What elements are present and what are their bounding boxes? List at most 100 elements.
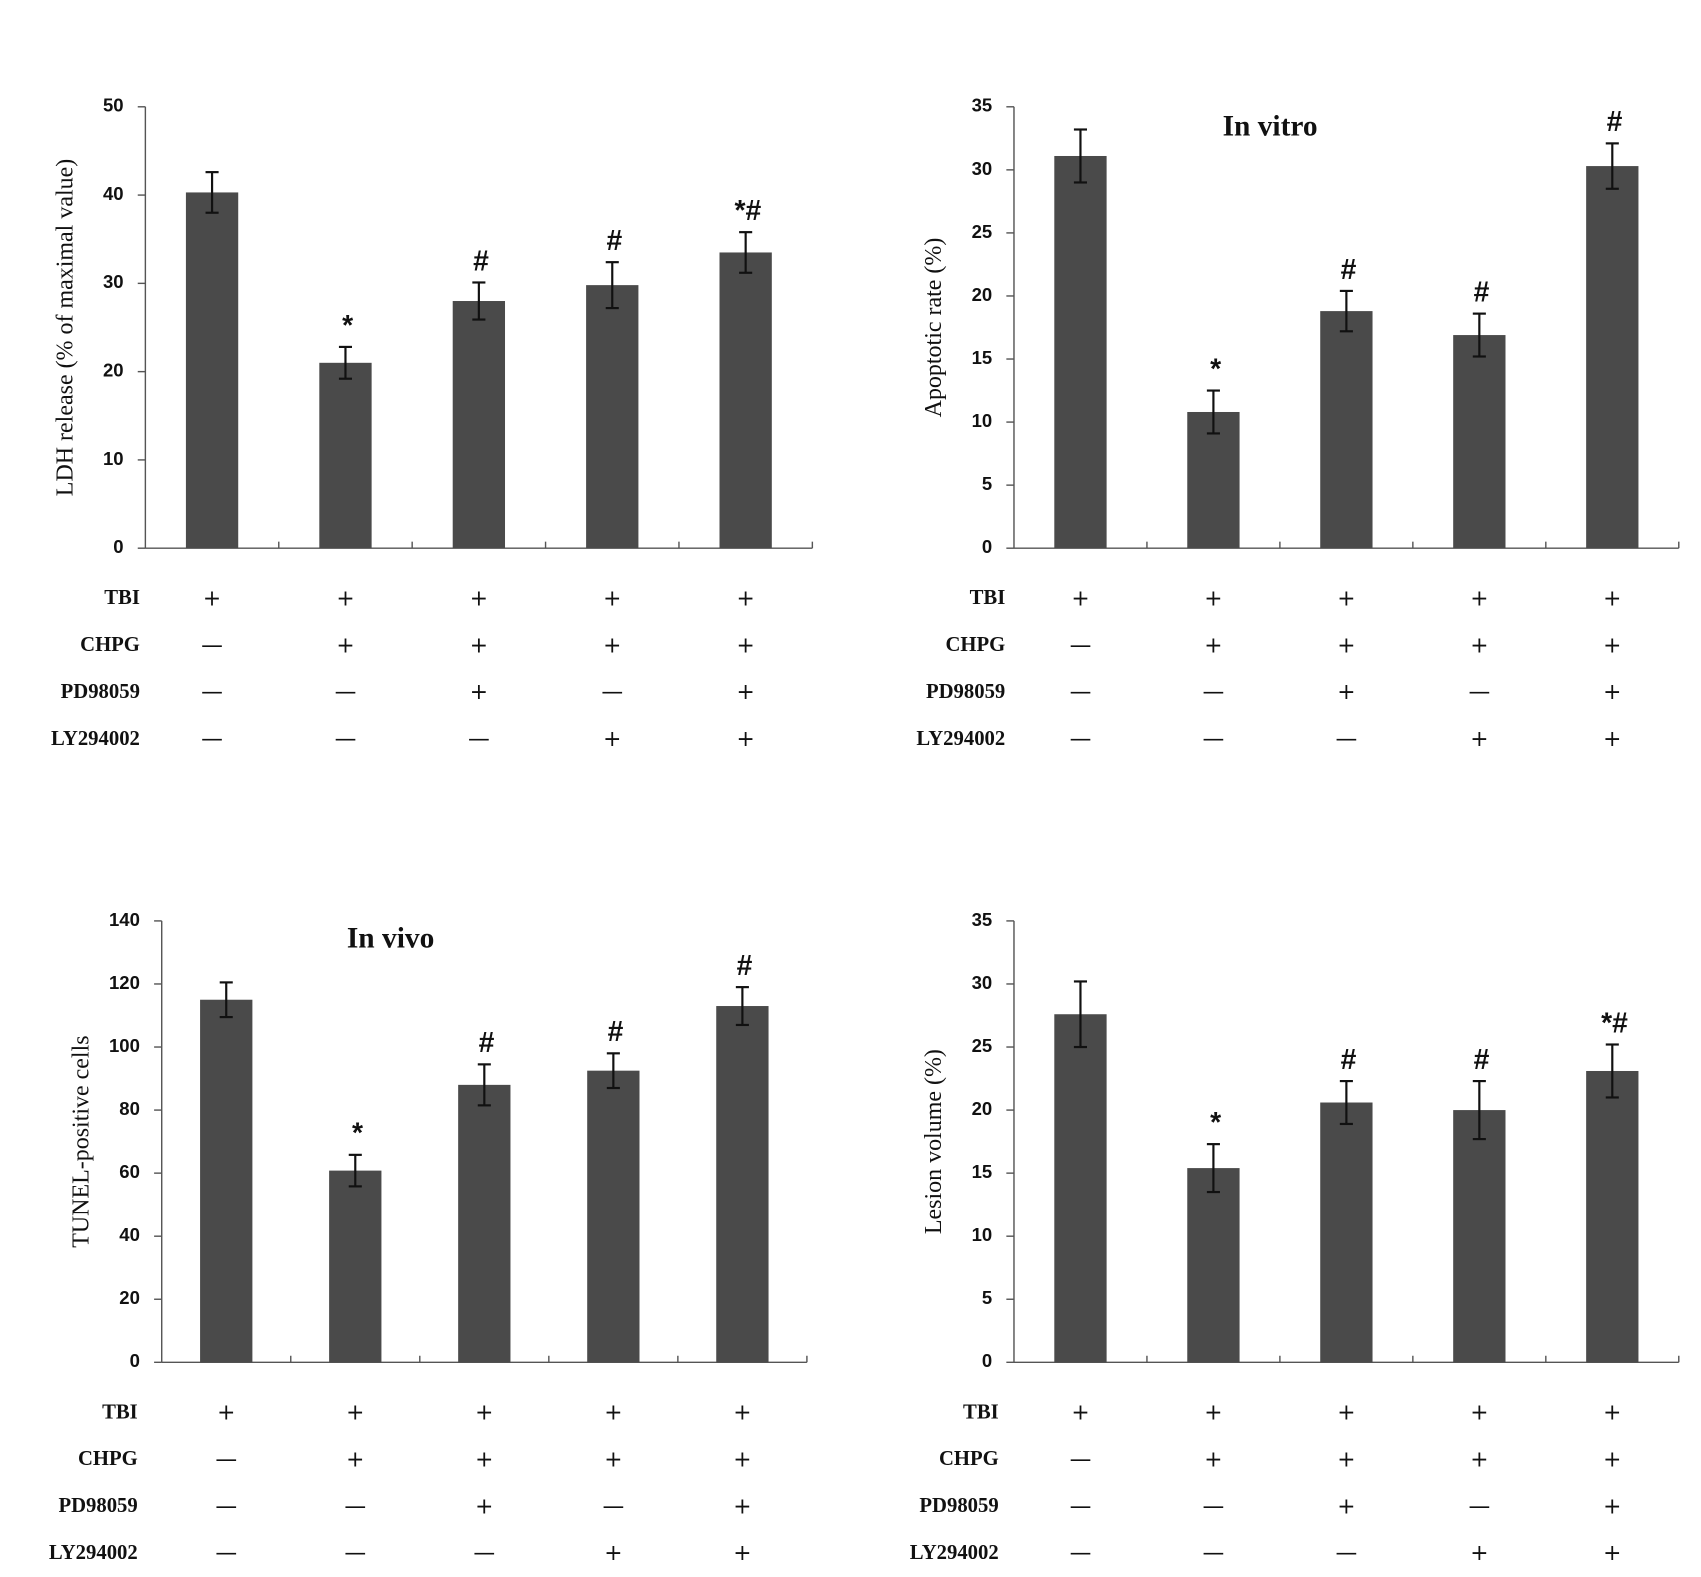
y-tick-label: 5	[982, 1287, 992, 1308]
treatment-sign: —	[468, 727, 490, 752]
bar	[586, 285, 639, 549]
treatment-sign: —	[344, 1541, 366, 1566]
significance-marker: #	[608, 1016, 624, 1048]
treatment-sign: +	[1603, 727, 1621, 752]
treatment-sign: +	[603, 586, 621, 611]
y-tick-label: 140	[109, 909, 140, 930]
treatment-name: CHPG	[945, 634, 1005, 656]
treatment-sign: +	[1470, 633, 1488, 658]
y-tick-label: 30	[972, 972, 993, 993]
y-tick-label: 30	[103, 271, 124, 292]
significance-marker: #	[1341, 254, 1357, 286]
treatment-sign: —	[473, 1541, 495, 1566]
bar	[185, 192, 239, 549]
y-tick-label: 20	[972, 284, 993, 305]
bar	[1586, 1070, 1639, 1363]
treatment-sign: +	[470, 586, 488, 611]
bar	[719, 252, 772, 549]
treatment-name: PD98059	[919, 1495, 998, 1517]
y-tick-label: 5	[982, 473, 992, 494]
significance-marker: #	[1474, 1044, 1490, 1076]
treatment-sign: +	[1337, 586, 1355, 611]
treatment-sign: +	[1603, 1541, 1621, 1566]
treatment-sign: —	[335, 680, 357, 705]
treatment-sign: —	[1070, 633, 1092, 658]
treatment-sign: +	[733, 1401, 751, 1426]
treatment-sign: —	[335, 727, 357, 752]
treatment-sign: +	[1603, 586, 1621, 611]
treatment-sign: —	[1468, 680, 1490, 705]
panel: 0 10 20 30 40 50 LDH release (% of maximal val…	[51, 95, 814, 752]
error-bar	[1206, 1143, 1220, 1194]
chart-title: In vitro	[1223, 110, 1318, 142]
treatment-sign: —	[201, 680, 223, 705]
treatment-name: LY294002	[49, 1542, 138, 1564]
treatment-sign: +	[737, 727, 755, 752]
treatment-sign: —	[1070, 1494, 1092, 1519]
treatment-sign: +	[1470, 1541, 1488, 1566]
treatment-sign: —	[1070, 727, 1092, 752]
error-bar	[219, 981, 233, 1019]
bar	[1453, 335, 1506, 549]
y-tick-label: 20	[972, 1098, 993, 1119]
error-bar	[1605, 1043, 1619, 1099]
error-bar	[1339, 289, 1353, 333]
bar	[1054, 155, 1107, 549]
treatment-sign: +	[1204, 586, 1222, 611]
bar	[1187, 1168, 1240, 1363]
treatment-sign: —	[1070, 1541, 1092, 1566]
treatment-sign: +	[1337, 1494, 1355, 1519]
bar	[452, 301, 506, 549]
treatment-sign: +	[603, 633, 621, 658]
error-bar	[1339, 1079, 1353, 1126]
significance-marker: #	[473, 245, 489, 277]
bar	[1586, 166, 1639, 549]
treatment-sign: +	[1603, 633, 1621, 658]
significance-marker: #	[1607, 106, 1623, 138]
treatment-sign: +	[604, 1401, 622, 1426]
treatment-sign: —	[344, 1494, 366, 1519]
treatment-sign: —	[1335, 1541, 1357, 1566]
y-tick-label: 120	[109, 972, 140, 993]
y-tick-label: 35	[972, 909, 993, 930]
significance-marker: *	[342, 310, 353, 342]
error-bar	[477, 1063, 491, 1107]
significance-marker: *#	[1601, 1007, 1628, 1039]
significance-marker: #	[1341, 1044, 1357, 1076]
y-tick-label: 25	[972, 1035, 993, 1056]
y-tick-label: 25	[972, 221, 993, 242]
treatment-sign: +	[470, 680, 488, 705]
y-tick-label: 20	[119, 1287, 140, 1308]
error-bar	[348, 1153, 362, 1188]
y-tick-label: 20	[103, 360, 124, 381]
error-bar	[1472, 1079, 1486, 1141]
bar	[1187, 411, 1240, 549]
treatment-sign: —	[1070, 680, 1092, 705]
treatment-sign: —	[1203, 680, 1225, 705]
treatment-sign: +	[737, 633, 755, 658]
y-axis-label: TUNEL-positive cells	[69, 1035, 95, 1247]
bar	[319, 362, 372, 549]
treatment-sign: +	[1603, 1447, 1621, 1472]
significance-marker: #	[607, 225, 623, 257]
treatment-name: CHPG	[78, 1448, 138, 1470]
treatment-sign: —	[1203, 727, 1225, 752]
y-tick-label: 50	[103, 95, 124, 116]
treatment-sign: —	[1070, 1447, 1092, 1472]
y-tick-label: 40	[119, 1224, 140, 1245]
y-tick-label: 80	[119, 1098, 140, 1119]
treatment-sign: +	[1470, 1401, 1488, 1426]
treatment-name: CHPG	[80, 634, 140, 656]
treatment-sign: +	[217, 1401, 235, 1426]
y-tick-label: 0	[113, 536, 123, 557]
error-bar	[1472, 312, 1486, 358]
treatment-name: LY294002	[916, 728, 1005, 750]
treatment-sign: +	[1337, 633, 1355, 658]
treatment-name: LY294002	[51, 728, 140, 750]
error-bar	[1206, 389, 1220, 435]
significance-marker: *	[1210, 353, 1221, 385]
treatment-sign: —	[201, 633, 223, 658]
treatment-sign: +	[1470, 1447, 1488, 1472]
treatment-name: TBI	[970, 587, 1006, 609]
